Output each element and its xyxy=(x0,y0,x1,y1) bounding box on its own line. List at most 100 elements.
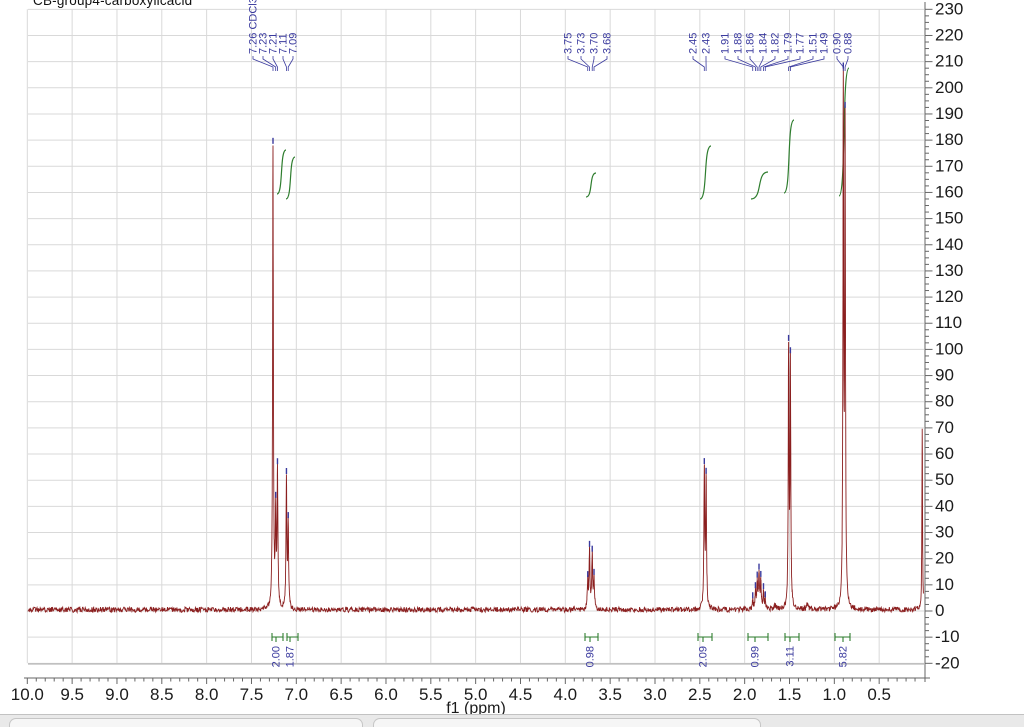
peak-label: 7.23 xyxy=(258,33,270,54)
peak-label: 1.49 xyxy=(819,33,831,54)
peak-label-connector xyxy=(789,56,825,71)
y-tick-label: 90 xyxy=(935,366,954,385)
x-tick-label: 8.0 xyxy=(195,685,219,704)
x-tick-label: 4.0 xyxy=(553,685,577,704)
y-tick-label: 130 xyxy=(935,261,963,280)
grid-layer xyxy=(26,8,924,665)
peak-label-connector xyxy=(724,56,754,71)
integral-value-label: 3.11 xyxy=(785,646,797,667)
x-tick-label: 2.0 xyxy=(733,685,757,704)
y-tick-label: 170 xyxy=(935,156,963,175)
y-tick-label: 210 xyxy=(935,52,963,71)
integral-curve xyxy=(276,149,287,195)
peak-label-connector xyxy=(262,56,277,71)
peak-label-connector xyxy=(764,56,801,71)
peak-label-connector xyxy=(758,56,764,71)
peak-label-connector xyxy=(749,56,758,71)
peak-label: 1.84 xyxy=(758,33,770,54)
y-tick-label: 220 xyxy=(935,25,963,44)
x-tick-label: 1.5 xyxy=(778,685,802,704)
peak-label: 0.88 xyxy=(843,33,855,54)
integral-bracket xyxy=(584,633,599,642)
integral-value-label: 2.09 xyxy=(698,646,710,667)
peak-label: 7.11 xyxy=(278,33,290,54)
integral-bracket xyxy=(286,633,299,642)
bottom-panel-right[interactable] xyxy=(373,718,761,727)
peak-label: 1.77 xyxy=(795,33,807,54)
x-tick-label: 8.5 xyxy=(150,685,174,704)
peak-label-connector xyxy=(836,56,844,71)
x-tick-label: 0.5 xyxy=(867,685,891,704)
peak-label: 7.09 xyxy=(288,33,300,54)
peak-label-connector xyxy=(282,56,287,71)
y-tick-label: 140 xyxy=(935,235,963,254)
peak-label: 0.90 xyxy=(832,33,844,54)
integral-bracket xyxy=(697,633,713,642)
peak-label-connector xyxy=(737,56,756,71)
bottom-bar xyxy=(0,714,1024,727)
y-tick-label: -20 xyxy=(935,653,960,672)
peak-label: 1.86 xyxy=(745,33,757,54)
spectrum-trace xyxy=(27,67,924,614)
x-tick-label: 6.5 xyxy=(329,685,353,704)
peak-label: 1.82 xyxy=(770,33,782,54)
y-tick-label: 160 xyxy=(935,182,963,201)
peak-label-connector xyxy=(567,56,589,71)
bottom-panel-left[interactable] xyxy=(9,718,363,727)
x-tick-label: 5.5 xyxy=(419,685,443,704)
integral-bracket xyxy=(784,633,800,642)
integral-value-label: 2.00 xyxy=(271,646,283,667)
peak-label: 7.26 CDCl3 xyxy=(248,0,260,54)
peak-label: 1.88 xyxy=(733,33,745,54)
y-tick-label: 60 xyxy=(935,444,954,463)
peak-label-connector xyxy=(788,56,814,71)
peak-label: 2.45 xyxy=(688,33,700,54)
integral-curve xyxy=(783,119,795,194)
y-tick-label: 40 xyxy=(935,496,954,515)
peak-label: 1.79 xyxy=(783,33,795,54)
integral-curve xyxy=(699,145,712,200)
x-tick-label: 1.0 xyxy=(823,685,847,704)
integral-bracket xyxy=(834,633,851,642)
x-tick-label: 6.0 xyxy=(374,685,398,704)
y-tick-label: 80 xyxy=(935,392,954,411)
x-tick-label: 5.0 xyxy=(464,685,488,704)
y-tick-label: 10 xyxy=(935,575,954,594)
y-tick-label: 0 xyxy=(935,601,944,620)
y-tick-label: 30 xyxy=(935,523,954,542)
peak-label-connector xyxy=(580,56,590,71)
integral-curve xyxy=(285,156,296,200)
peak-label-connector xyxy=(692,56,705,71)
peak-label-connector xyxy=(287,56,294,71)
y-tick-label: 180 xyxy=(935,130,963,149)
x-tick-label: 9.5 xyxy=(60,685,84,704)
integral-curve xyxy=(750,171,769,200)
y-tick-label: 110 xyxy=(935,313,962,332)
peak-label-connector xyxy=(272,56,278,71)
peak-label-connector xyxy=(252,56,274,71)
y-tick-label: 230 xyxy=(935,0,963,18)
axis-layer: 2302202102001901801701601501401301201101… xyxy=(11,0,964,715)
peak-label: 1.91 xyxy=(720,33,732,54)
peak-label-connector xyxy=(760,56,776,71)
peak-label-connector xyxy=(591,56,595,71)
peak-label: 7.21 xyxy=(268,33,280,54)
x-tick-label: 3.5 xyxy=(598,685,622,704)
peak-label: 2.43 xyxy=(701,33,713,54)
y-tick-label: 20 xyxy=(935,549,954,568)
integral-value-label: 0.99 xyxy=(750,646,762,667)
peak-label: 3.73 xyxy=(576,33,588,54)
integral-value-label: 1.87 xyxy=(285,646,297,667)
x-axis-title: f1 (ppm) xyxy=(446,700,506,715)
peak-label-connector xyxy=(763,56,789,71)
peak-label: 1.51 xyxy=(808,33,820,54)
y-tick-label: 50 xyxy=(935,470,954,489)
integral-curve xyxy=(585,172,597,198)
integral-value-label: 5.82 xyxy=(838,646,850,667)
y-tick-label: 70 xyxy=(935,418,954,437)
integral-curve xyxy=(838,67,850,197)
x-tick-label: 10.0 xyxy=(11,685,44,704)
